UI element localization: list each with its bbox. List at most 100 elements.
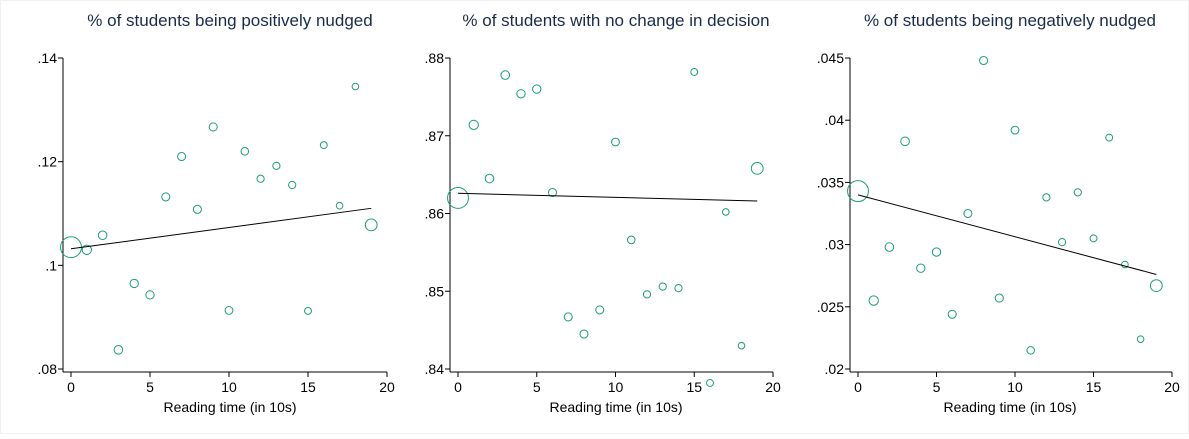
data-point xyxy=(674,284,683,293)
y-tick-label: .86 xyxy=(425,206,445,222)
data-point xyxy=(1136,335,1145,343)
y-tick-label: .035 xyxy=(817,174,844,190)
data-point xyxy=(97,230,108,241)
data-point xyxy=(1121,260,1129,269)
x-tick-label: 15 xyxy=(686,379,702,395)
fit-line xyxy=(457,192,758,202)
y-tick-label: .04 xyxy=(825,112,845,128)
data-point xyxy=(129,278,139,289)
data-point xyxy=(737,341,746,350)
data-point xyxy=(1057,237,1067,247)
data-point xyxy=(979,55,989,66)
x-tick-label: 5 xyxy=(933,379,941,395)
y-tick-label: .85 xyxy=(425,283,445,299)
data-point xyxy=(288,180,297,190)
data-point xyxy=(319,141,328,150)
y-tick-label: .02 xyxy=(825,361,845,377)
panel-positively-nudged: % of students being positively nudged Re… xyxy=(38,11,395,415)
data-point xyxy=(579,329,589,339)
data-point xyxy=(177,151,187,162)
data-point xyxy=(161,192,171,202)
data-point xyxy=(351,82,360,91)
fit-line xyxy=(857,194,1157,275)
data-point xyxy=(516,89,526,99)
y-tick-label: .87 xyxy=(425,128,445,144)
data-point xyxy=(500,70,511,80)
data-point xyxy=(468,119,479,131)
chart-title: % of students being positively nudged xyxy=(87,11,372,30)
x-tick-label: 0 xyxy=(854,379,862,395)
x-tick-label: 20 xyxy=(1164,379,1180,395)
x-tick-label: 10 xyxy=(608,379,624,395)
data-point xyxy=(658,282,667,291)
x-tick-label: 5 xyxy=(533,379,541,395)
data-point xyxy=(563,312,573,322)
y-tick-label: .88 xyxy=(425,50,445,66)
panel-no-change: % of students with no change in decision… xyxy=(425,11,781,415)
data-point xyxy=(963,208,973,219)
data-point xyxy=(595,305,605,315)
data-point xyxy=(547,187,558,198)
x-tick-label: 10 xyxy=(221,379,237,395)
data-point xyxy=(192,204,202,214)
data-point xyxy=(364,218,378,232)
data-point xyxy=(900,136,910,147)
data-point xyxy=(1105,133,1114,142)
data-point xyxy=(1026,346,1035,355)
x-tick-label: 15 xyxy=(300,379,316,395)
data-point xyxy=(868,295,879,306)
data-point xyxy=(916,263,926,273)
data-point xyxy=(145,290,155,300)
data-point xyxy=(447,187,469,209)
data-point xyxy=(1010,125,1020,135)
x-tick-label: 20 xyxy=(379,379,395,395)
data-point xyxy=(240,147,250,156)
data-point xyxy=(706,379,714,387)
data-point xyxy=(81,244,92,255)
data-point xyxy=(224,306,234,315)
data-point xyxy=(947,309,957,319)
y-tick-label: .025 xyxy=(817,299,844,315)
x-tick-label: 5 xyxy=(146,379,154,395)
x-tick-label: 10 xyxy=(1007,379,1023,395)
chart-title: % of students being negatively nudged xyxy=(864,11,1156,30)
y-tick-label: .1 xyxy=(45,257,57,273)
data-point xyxy=(626,235,636,245)
data-point xyxy=(208,122,218,132)
x-tick-label: 20 xyxy=(765,379,781,395)
data-point xyxy=(1073,188,1082,197)
data-point xyxy=(1042,193,1051,202)
y-tick-label: .08 xyxy=(38,361,58,377)
data-point xyxy=(931,247,942,257)
data-point xyxy=(642,290,652,299)
data-point xyxy=(1149,279,1163,293)
data-point xyxy=(1089,234,1098,243)
y-tick-label: .84 xyxy=(425,361,445,377)
data-point xyxy=(611,137,620,147)
data-point xyxy=(256,174,265,183)
y-tick-label: .14 xyxy=(38,50,58,66)
data-point xyxy=(721,208,730,216)
panel-negatively-nudged: % of students being negatively nudged Re… xyxy=(817,11,1180,415)
data-point xyxy=(847,180,869,203)
data-point xyxy=(484,173,495,184)
data-point xyxy=(304,306,312,315)
y-tick-label: .045 xyxy=(817,50,844,66)
fit-line xyxy=(70,207,372,250)
data-point xyxy=(690,68,699,76)
x-tick-label: 15 xyxy=(1086,379,1102,395)
x-axis-label: Reading time (in 10s) xyxy=(943,399,1076,415)
data-point xyxy=(532,84,542,94)
x-axis-label: Reading time (in 10s) xyxy=(163,399,296,415)
data-point xyxy=(272,161,281,170)
y-tick-label: .12 xyxy=(38,154,58,170)
x-tick-label: 0 xyxy=(67,379,75,395)
data-point xyxy=(335,201,344,210)
x-tick-label: 0 xyxy=(454,379,462,395)
data-point xyxy=(750,162,764,175)
chart-title: % of students with no change in decision xyxy=(462,11,769,30)
data-point xyxy=(884,242,895,252)
y-tick-label: .03 xyxy=(825,237,845,253)
data-point xyxy=(113,345,124,355)
